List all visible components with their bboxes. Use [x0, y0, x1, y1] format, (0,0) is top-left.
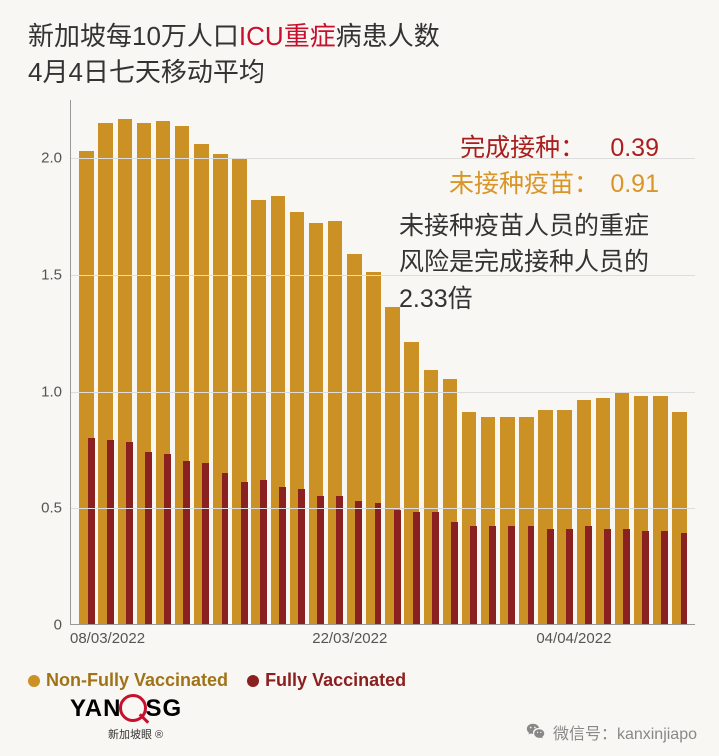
bar-fully-vaccinated — [241, 482, 248, 624]
bar-slot — [460, 100, 479, 624]
y-axis-label: 1.5 — [20, 267, 62, 284]
bars-container — [71, 100, 695, 624]
plot-area — [70, 100, 695, 625]
bar-slot — [536, 100, 555, 624]
title-line2: 4月4日七天移动平均 — [28, 57, 265, 87]
bar-fully-vaccinated — [183, 461, 190, 624]
bar-fully-vaccinated — [566, 529, 573, 624]
bar-slot — [593, 100, 612, 624]
bar-slot — [249, 100, 268, 624]
bar-slot — [307, 100, 326, 624]
logo-right: SG — [145, 695, 182, 722]
bar-slot — [364, 100, 383, 624]
bar-slot — [574, 100, 593, 624]
bar-slot — [326, 100, 345, 624]
bar-fully-vaccinated — [317, 496, 324, 624]
bar-slot — [211, 100, 230, 624]
bar-slot — [230, 100, 249, 624]
bar-fully-vaccinated — [88, 438, 95, 624]
bar-fully-vaccinated — [604, 529, 611, 624]
bar-fully-vaccinated — [547, 529, 554, 624]
bar-slot — [632, 100, 651, 624]
bar-fully-vaccinated — [336, 496, 343, 624]
wechat-footer: 微信号：kanxinjiapo — [525, 720, 697, 744]
x-axis-label: 22/03/2022 — [312, 630, 387, 647]
bar-slot — [96, 100, 115, 624]
bar-slot — [77, 100, 96, 624]
bar-fully-vaccinated — [202, 463, 209, 624]
bar-fully-vaccinated — [528, 526, 535, 624]
bar-fully-vaccinated — [661, 531, 668, 624]
y-axis-label: 0 — [20, 617, 62, 634]
chart-area: 0 0.5 1.0 1.5 2.0 08/03/2022 22/03/2022 04/04/2… — [20, 100, 705, 660]
bar-fully-vaccinated — [642, 531, 649, 624]
bar-slot — [402, 100, 421, 624]
legend: Non-Fully Vaccinated Fully Vaccinated — [28, 670, 406, 691]
bar-fully-vaccinated — [489, 526, 496, 624]
y-axis-label: 2.0 — [20, 150, 62, 167]
logo-subtitle: 新加坡眼 ® — [108, 726, 163, 742]
legend-label-fv: Fully Vaccinated — [265, 670, 406, 690]
bar-slot — [613, 100, 632, 624]
bar-fully-vaccinated — [126, 442, 133, 624]
bar-fully-vaccinated — [279, 487, 286, 624]
bar-slot — [287, 100, 306, 624]
bar-slot — [670, 100, 689, 624]
bar-fully-vaccinated — [107, 440, 114, 624]
bar-fully-vaccinated — [623, 529, 630, 624]
bar-slot — [498, 100, 517, 624]
x-axis-label: 04/04/2022 — [536, 630, 611, 647]
bar-fully-vaccinated — [375, 503, 382, 624]
bar-slot — [479, 100, 498, 624]
bar-slot — [134, 100, 153, 624]
bar-fully-vaccinated — [394, 510, 401, 624]
bar-fully-vaccinated — [355, 501, 362, 624]
bar-fully-vaccinated — [432, 512, 439, 624]
bar-fully-vaccinated — [681, 533, 688, 624]
bar-slot — [345, 100, 364, 624]
title-highlight: ICU重症 — [239, 21, 336, 51]
bar-slot — [440, 100, 459, 624]
bar-fully-vaccinated — [508, 526, 515, 624]
y-axis-label: 0.5 — [20, 500, 62, 517]
bar-slot — [651, 100, 670, 624]
gridline — [71, 275, 695, 276]
bar-slot — [555, 100, 574, 624]
wechat-icon — [525, 721, 547, 743]
bar-slot — [173, 100, 192, 624]
logo: YAN SG — [70, 694, 182, 723]
bar-fully-vaccinated — [451, 522, 458, 624]
bar-slot — [268, 100, 287, 624]
logo-left: YAN — [70, 695, 121, 722]
bar-fully-vaccinated — [145, 452, 152, 624]
gridline — [71, 508, 695, 509]
bar-fully-vaccinated — [260, 480, 267, 624]
logo-magnifier-icon — [119, 694, 147, 722]
bar-slot — [421, 100, 440, 624]
bar-slot — [192, 100, 211, 624]
legend-dot-fv — [247, 675, 259, 687]
chart-title: 新加坡每10万人口ICU重症病患人数 4月4日七天移动平均 — [28, 18, 440, 91]
bar-fully-vaccinated — [222, 473, 229, 624]
gridline — [71, 392, 695, 393]
bar-slot — [517, 100, 536, 624]
wechat-text: 微信号：kanxinjiapo — [553, 720, 697, 744]
y-axis-label: 1.0 — [20, 383, 62, 400]
x-axis-label: 08/03/2022 — [70, 630, 145, 647]
gridline — [71, 158, 695, 159]
bar-fully-vaccinated — [585, 526, 592, 624]
title-suffix: 病患人数 — [336, 21, 440, 51]
title-prefix: 新加坡每10万人口 — [28, 21, 239, 51]
bar-fully-vaccinated — [470, 526, 477, 624]
legend-label-nfv: Non-Fully Vaccinated — [46, 670, 228, 690]
bar-slot — [383, 100, 402, 624]
bar-slot — [115, 100, 134, 624]
bar-fully-vaccinated — [413, 512, 420, 624]
legend-dot-nfv — [28, 675, 40, 687]
bar-slot — [154, 100, 173, 624]
bar-fully-vaccinated — [164, 454, 171, 624]
